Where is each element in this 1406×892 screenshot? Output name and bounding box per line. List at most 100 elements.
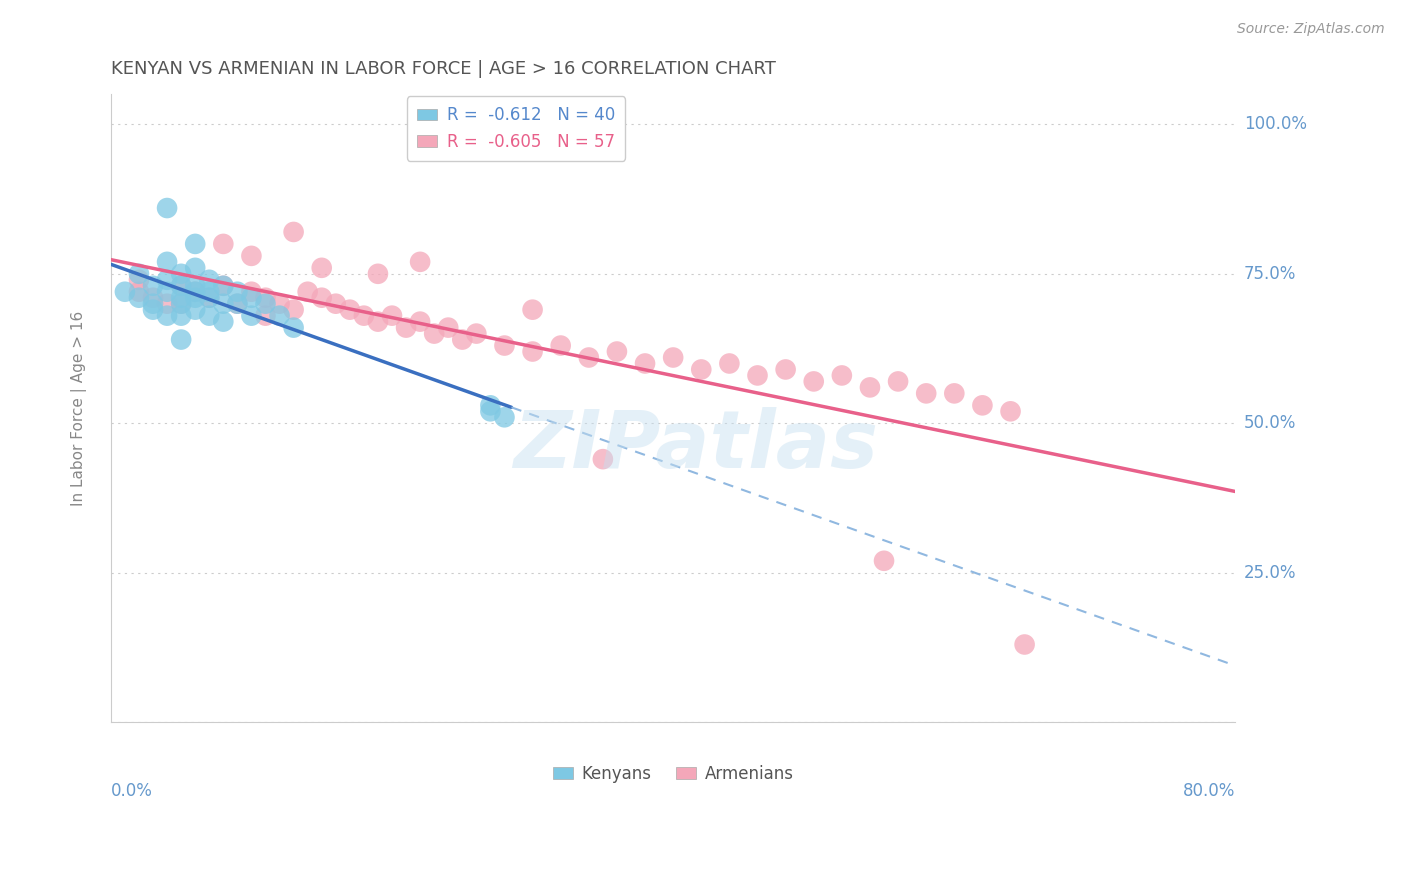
Point bbox=[198, 309, 221, 323]
Point bbox=[465, 326, 488, 341]
Point bbox=[212, 278, 235, 293]
Point bbox=[887, 375, 910, 389]
Point bbox=[128, 285, 150, 299]
Point bbox=[972, 398, 994, 412]
Point bbox=[170, 333, 193, 347]
Point bbox=[184, 260, 207, 275]
Point bbox=[550, 338, 572, 352]
Point bbox=[156, 255, 179, 269]
Point bbox=[170, 267, 193, 281]
Point bbox=[578, 351, 600, 365]
Point bbox=[437, 320, 460, 334]
Point bbox=[226, 296, 249, 310]
Point bbox=[592, 452, 614, 467]
Point bbox=[156, 273, 179, 287]
Point bbox=[690, 362, 713, 376]
Point bbox=[114, 285, 136, 299]
Point bbox=[915, 386, 938, 401]
Point bbox=[142, 278, 165, 293]
Point bbox=[367, 267, 389, 281]
Point bbox=[198, 291, 221, 305]
Point bbox=[494, 338, 516, 352]
Text: 75.0%: 75.0% bbox=[1244, 265, 1296, 283]
Point bbox=[156, 296, 179, 310]
Point bbox=[1014, 638, 1036, 652]
Point bbox=[128, 273, 150, 287]
Point bbox=[311, 260, 333, 275]
Point bbox=[451, 333, 474, 347]
Point bbox=[395, 320, 418, 334]
Point bbox=[142, 302, 165, 317]
Point bbox=[859, 380, 882, 394]
Point bbox=[1000, 404, 1022, 418]
Point bbox=[747, 368, 769, 383]
Point bbox=[943, 386, 966, 401]
Point bbox=[423, 326, 446, 341]
Point bbox=[297, 285, 319, 299]
Point bbox=[339, 302, 361, 317]
Point bbox=[718, 356, 741, 370]
Text: 25.0%: 25.0% bbox=[1244, 564, 1296, 582]
Point bbox=[128, 291, 150, 305]
Text: 80.0%: 80.0% bbox=[1182, 782, 1236, 800]
Point bbox=[269, 309, 291, 323]
Point bbox=[662, 351, 685, 365]
Legend: Kenyans, Armenians: Kenyans, Armenians bbox=[546, 758, 800, 789]
Text: 50.0%: 50.0% bbox=[1244, 414, 1296, 433]
Point bbox=[198, 273, 221, 287]
Point bbox=[325, 296, 347, 310]
Point bbox=[479, 404, 502, 418]
Point bbox=[128, 267, 150, 281]
Point bbox=[254, 309, 277, 323]
Point bbox=[212, 296, 235, 310]
Y-axis label: In Labor Force | Age > 16: In Labor Force | Age > 16 bbox=[72, 310, 87, 506]
Point bbox=[198, 291, 221, 305]
Point bbox=[170, 309, 193, 323]
Point bbox=[212, 236, 235, 251]
Text: 0.0%: 0.0% bbox=[111, 782, 153, 800]
Point bbox=[170, 296, 193, 310]
Point bbox=[212, 278, 235, 293]
Point bbox=[283, 302, 305, 317]
Point bbox=[409, 255, 432, 269]
Point bbox=[873, 554, 896, 568]
Point bbox=[775, 362, 797, 376]
Point bbox=[156, 285, 179, 299]
Point bbox=[409, 315, 432, 329]
Point bbox=[170, 278, 193, 293]
Text: 100.0%: 100.0% bbox=[1244, 115, 1308, 133]
Point bbox=[184, 278, 207, 293]
Point bbox=[156, 201, 179, 215]
Text: KENYAN VS ARMENIAN IN LABOR FORCE | AGE > 16 CORRELATION CHART: KENYAN VS ARMENIAN IN LABOR FORCE | AGE … bbox=[111, 60, 776, 78]
Point bbox=[184, 285, 207, 299]
Point bbox=[269, 296, 291, 310]
Point bbox=[240, 285, 263, 299]
Point bbox=[831, 368, 853, 383]
Point bbox=[522, 302, 544, 317]
Point bbox=[240, 291, 263, 305]
Point bbox=[142, 296, 165, 310]
Point bbox=[494, 410, 516, 425]
Text: ZIPatlas: ZIPatlas bbox=[513, 407, 879, 485]
Point bbox=[184, 285, 207, 299]
Point bbox=[142, 291, 165, 305]
Point bbox=[226, 296, 249, 310]
Point bbox=[367, 315, 389, 329]
Point bbox=[634, 356, 657, 370]
Point bbox=[522, 344, 544, 359]
Point bbox=[283, 320, 305, 334]
Point bbox=[212, 315, 235, 329]
Point bbox=[156, 309, 179, 323]
Point bbox=[226, 285, 249, 299]
Point bbox=[254, 296, 277, 310]
Point bbox=[311, 291, 333, 305]
Point bbox=[381, 309, 404, 323]
Point bbox=[198, 285, 221, 299]
Point bbox=[606, 344, 628, 359]
Point bbox=[184, 291, 207, 305]
Point bbox=[240, 309, 263, 323]
Point bbox=[170, 291, 193, 305]
Point bbox=[803, 375, 825, 389]
Point bbox=[184, 302, 207, 317]
Point bbox=[184, 236, 207, 251]
